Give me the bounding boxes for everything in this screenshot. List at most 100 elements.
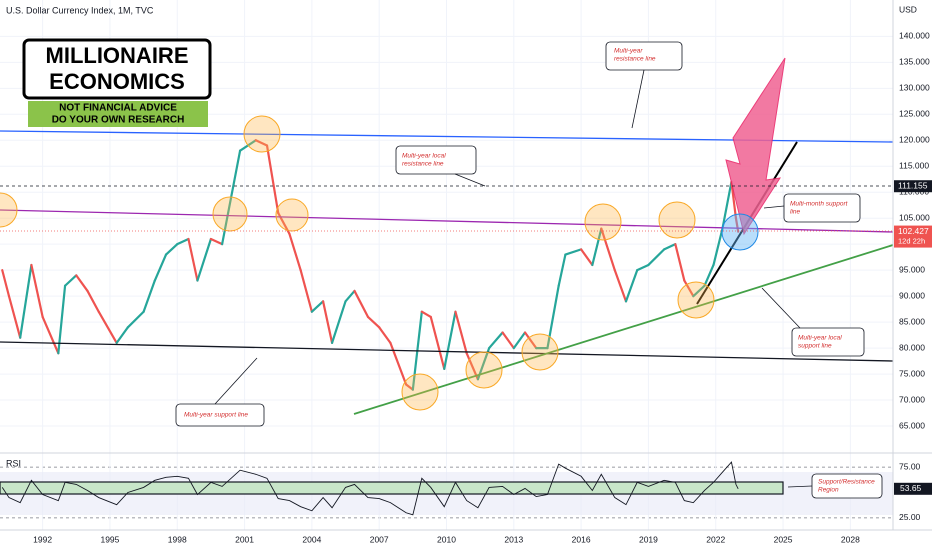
- x-tick-label: 1992: [33, 534, 52, 544]
- y2-tick-label: 25.00: [899, 512, 921, 522]
- arrow: [725, 57, 786, 236]
- price-segment: [692, 284, 706, 298]
- support-line: [0, 341, 894, 362]
- x-tick-label: 2025: [774, 534, 793, 544]
- price-segment: [176, 237, 190, 246]
- price-segment: [299, 269, 313, 313]
- chart-title: U.S. Dollar Currency Index, 1M, TVC: [6, 5, 154, 15]
- price-segment: [613, 269, 628, 303]
- price-segment: [75, 274, 89, 293]
- annotation: support line: [798, 343, 832, 350]
- highlight-blue: [721, 213, 759, 251]
- price-segment: [600, 227, 616, 272]
- annotation: Multi-month support: [790, 201, 849, 208]
- price-segment: [366, 315, 381, 329]
- price-axis: [893, 0, 932, 550]
- price-tag: [894, 482, 932, 495]
- annotation: Support/Resistance: [818, 479, 875, 486]
- highlights: [0, 115, 715, 411]
- price-segment: [142, 279, 156, 313]
- price-segment: [344, 289, 356, 303]
- price-segment: [454, 310, 468, 355]
- price-segment: [164, 243, 179, 256]
- countdown: 12d 22h: [898, 237, 925, 246]
- price-segment: [330, 300, 347, 344]
- y-tick-label: 75.000: [899, 368, 925, 378]
- price-segment: [564, 248, 583, 256]
- price-segment: [353, 289, 370, 319]
- x-tick-label: 2007: [370, 534, 389, 544]
- x-tick-label: 2004: [302, 534, 321, 544]
- price-segment: [57, 284, 67, 355]
- support-resistance-region: [0, 481, 784, 495]
- logo-tag-box: [28, 101, 208, 127]
- price-segment: [636, 263, 650, 272]
- price-segment: [546, 284, 560, 350]
- currency: USD: [899, 4, 917, 14]
- price-segment: [310, 300, 325, 313]
- price-segment: [30, 263, 44, 319]
- price-segment: [420, 310, 432, 319]
- price-segment: [712, 227, 724, 267]
- price-segment: [126, 310, 145, 329]
- price-segment: [734, 217, 740, 233]
- x-tick-label: 2010: [437, 534, 456, 544]
- price-tag: [894, 180, 932, 193]
- price-segment: [730, 180, 738, 220]
- y-tick-label: 70.000: [899, 394, 925, 404]
- x-tick-label: 2016: [572, 534, 591, 544]
- logo-text: ECONOMICS: [49, 69, 185, 94]
- y-tick-label: 125.000: [899, 109, 930, 119]
- y-tick-label: 90.000: [899, 290, 925, 300]
- logo-tag: DO YOUR OWN RESEARCH: [52, 115, 185, 126]
- annotation: resistance line: [614, 56, 656, 63]
- price-segment: [674, 243, 686, 282]
- price-segment: [443, 310, 457, 370]
- y-tick-label: 65.000: [899, 420, 925, 430]
- price-segment: [703, 263, 715, 287]
- price-segment: [153, 253, 168, 282]
- price-segment: [488, 331, 504, 350]
- annotation: Multi-year local: [798, 335, 842, 342]
- price-segment: [501, 331, 515, 350]
- y-tick-label: 105.000: [899, 212, 930, 222]
- price-segment: [7, 295, 22, 339]
- y-tick-label: 85.000: [899, 316, 925, 326]
- annotation: Multi-year: [614, 48, 643, 55]
- price-segment: [512, 331, 527, 350]
- x-tick-label: 2001: [235, 534, 254, 544]
- price-segment: [721, 180, 733, 230]
- price-segment: [557, 253, 567, 287]
- y-tick-label: 95.000: [899, 264, 925, 274]
- y-tick-label: 120.000: [899, 135, 930, 145]
- annotation: Multi-year support line: [184, 412, 248, 419]
- x-tick-label: 2013: [504, 534, 523, 544]
- price-segment: [321, 300, 334, 344]
- logo-tag: NOT FINANCIAL ADVICE: [59, 103, 177, 114]
- x-tick-label: 1995: [100, 534, 119, 544]
- price-segment: [254, 139, 269, 147]
- price-segment: [97, 310, 118, 344]
- y-tick-label: 115.000: [899, 161, 929, 171]
- price-segment: [288, 232, 302, 272]
- price-segment: [683, 279, 695, 298]
- price-segment: [591, 227, 603, 267]
- x-tick-label: 2028: [841, 534, 860, 544]
- price-segment: [63, 274, 78, 287]
- price-tag: [894, 225, 932, 248]
- price-segment: [1, 269, 11, 298]
- price-segment: [41, 315, 60, 355]
- price-segment: [209, 237, 224, 246]
- labels: 65.000 70.000 75.000 80.000 85.000 90.000 95.0…: [33, 31, 932, 544]
- rsi-line: [1, 461, 739, 516]
- price-segment: [86, 289, 100, 313]
- y-tick-label: 135.000: [899, 57, 930, 67]
- y-tick-label: 80.000: [899, 342, 925, 352]
- price-segment: [429, 315, 446, 370]
- price-segment: [265, 144, 280, 215]
- price-segment: [115, 326, 129, 344]
- price-segment: [663, 243, 677, 251]
- price-segment: [19, 263, 33, 339]
- local-support-line: [353, 244, 894, 415]
